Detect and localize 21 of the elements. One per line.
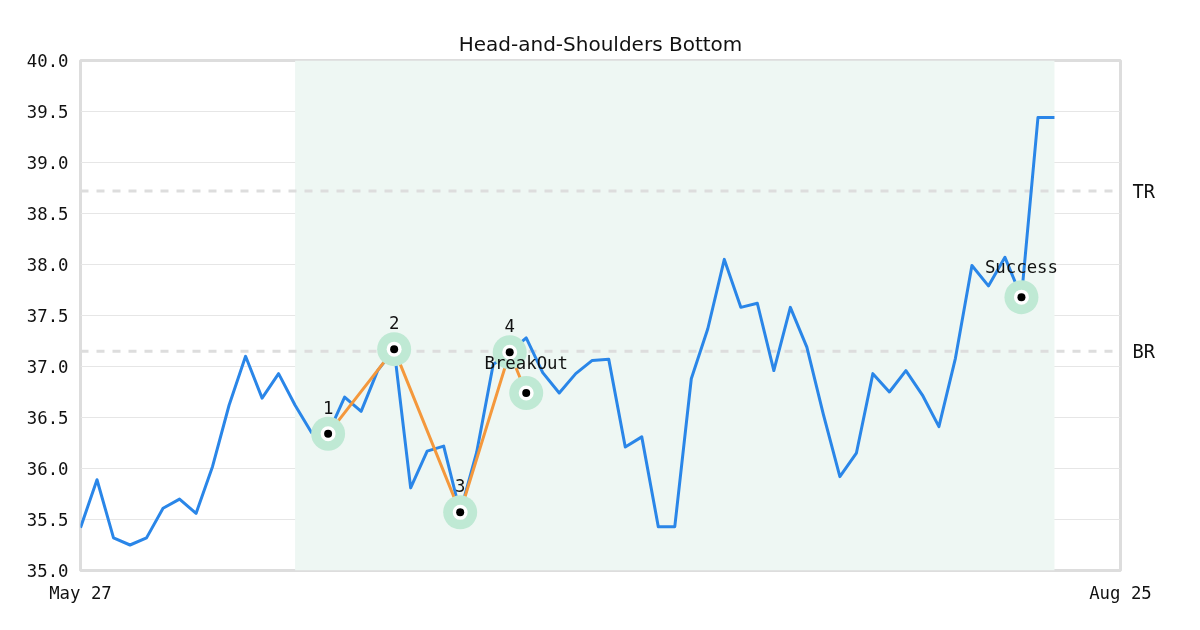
y-tick-label: 39.5 bbox=[26, 102, 69, 122]
annotation: 2 bbox=[388, 313, 400, 334]
annotation: 4 bbox=[504, 316, 515, 337]
chart-title: Head-and-Shoulders Bottom bbox=[458, 31, 743, 56]
y-tick-label: 36.0 bbox=[26, 459, 69, 479]
y-tick-label: 36.5 bbox=[26, 408, 69, 428]
y-tick-label: 38.5 bbox=[26, 204, 69, 224]
x-tick-label: Aug 25 bbox=[1089, 582, 1152, 603]
ref-line-label: BR bbox=[1132, 340, 1156, 362]
line-series bbox=[80, 116, 1056, 547]
annotation: 3 bbox=[454, 476, 466, 497]
annotation: 1 bbox=[322, 397, 334, 418]
y-tick-label: 37.0 bbox=[26, 357, 69, 377]
y-tick-label: 38.0 bbox=[26, 255, 69, 275]
x-tick-label: May 27 bbox=[49, 582, 112, 603]
y-tick-label: 40.0 bbox=[26, 51, 69, 71]
y-tick-label: 39.0 bbox=[26, 153, 69, 173]
ref-line-label: TR bbox=[1132, 180, 1156, 202]
y-tick-label: 35.5 bbox=[26, 510, 69, 530]
y-tick-label: 35.0 bbox=[26, 561, 69, 581]
y-tick-label: 37.5 bbox=[26, 306, 69, 326]
